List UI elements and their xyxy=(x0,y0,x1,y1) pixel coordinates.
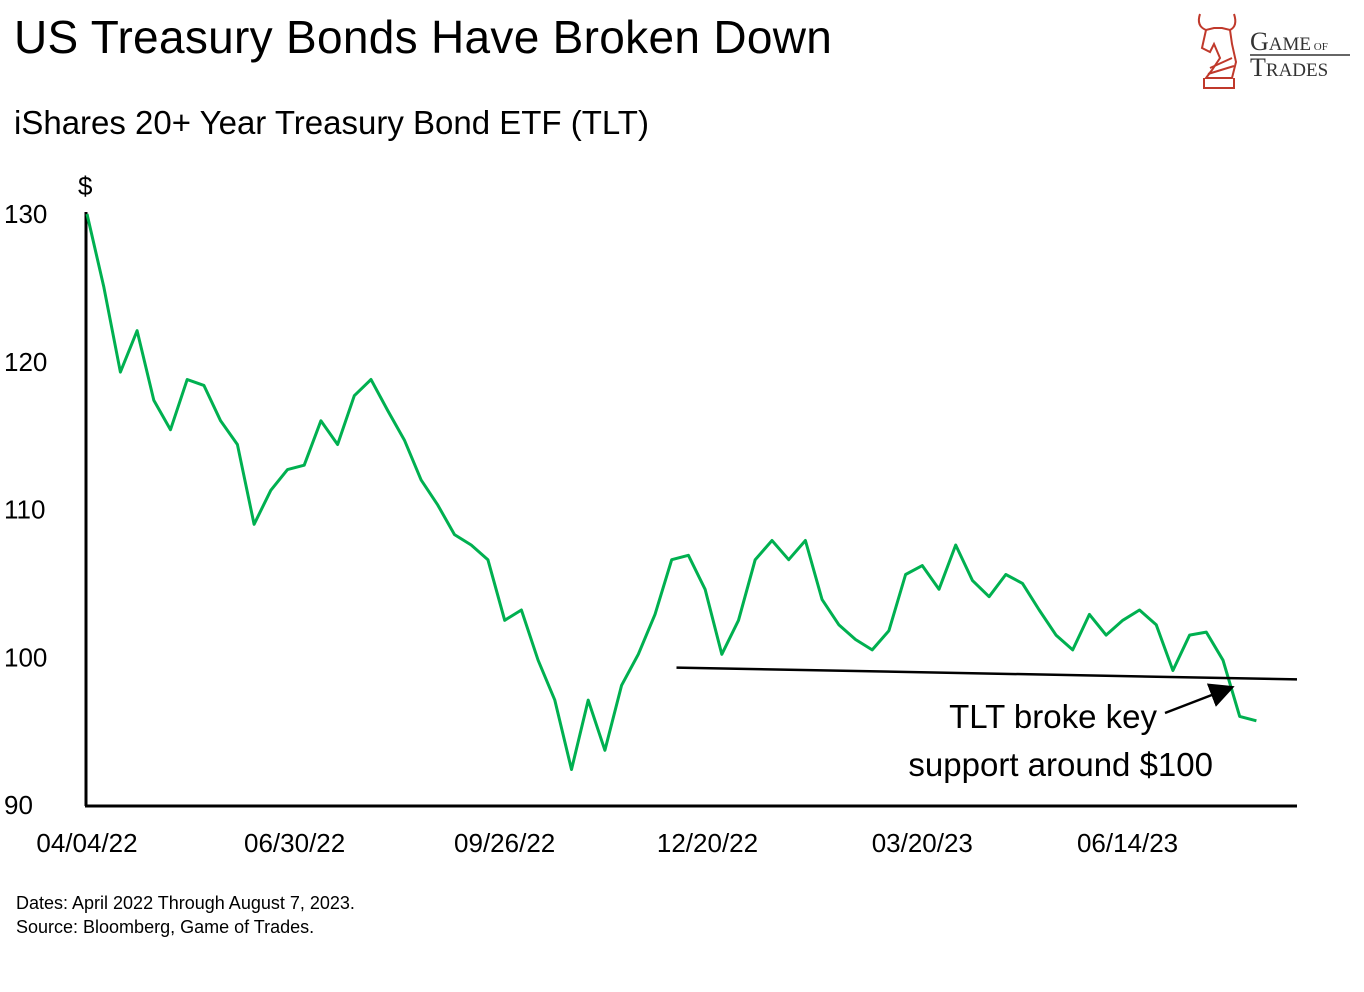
x-tick-label: 09/26/22 xyxy=(454,828,555,858)
y-tick-label: 100 xyxy=(4,642,47,672)
y-axis-label: $ xyxy=(78,171,93,201)
x-tick-label: 12/20/22 xyxy=(657,828,758,858)
bull-knight-icon: GAME OF TRADES xyxy=(1197,13,1350,89)
annotation-arrow xyxy=(1164,683,1235,715)
source-note: Source: Bloomberg, Game of Trades. xyxy=(16,917,315,937)
support-line xyxy=(676,666,1298,681)
y-tick-label: 130 xyxy=(4,199,47,229)
x-tick-label: 03/20/23 xyxy=(872,828,973,858)
x-tick-label: 04/04/22 xyxy=(36,828,137,858)
page-title: US Treasury Bonds Have Broken Down xyxy=(14,11,833,63)
chart-subtitle: iShares 20+ Year Treasury Bond ETF (TLT) xyxy=(14,104,649,141)
y-tick-label: 110 xyxy=(4,495,45,525)
annotation-line-2: support around $100 xyxy=(908,746,1213,783)
tlt-price-line xyxy=(85,213,1257,771)
x-tick-label: 06/14/23 xyxy=(1077,828,1178,858)
dates-note: Dates: April 2022 Through August 7, 2023… xyxy=(16,893,355,913)
x-tick-label: 06/30/22 xyxy=(244,828,345,858)
game-of-trades-logo: GAME OF TRADES xyxy=(1192,8,1356,94)
y-tick-label: 90 xyxy=(4,790,33,820)
y-tick-label: 120 xyxy=(4,347,47,377)
annotation-line-1: TLT broke key xyxy=(949,698,1157,735)
